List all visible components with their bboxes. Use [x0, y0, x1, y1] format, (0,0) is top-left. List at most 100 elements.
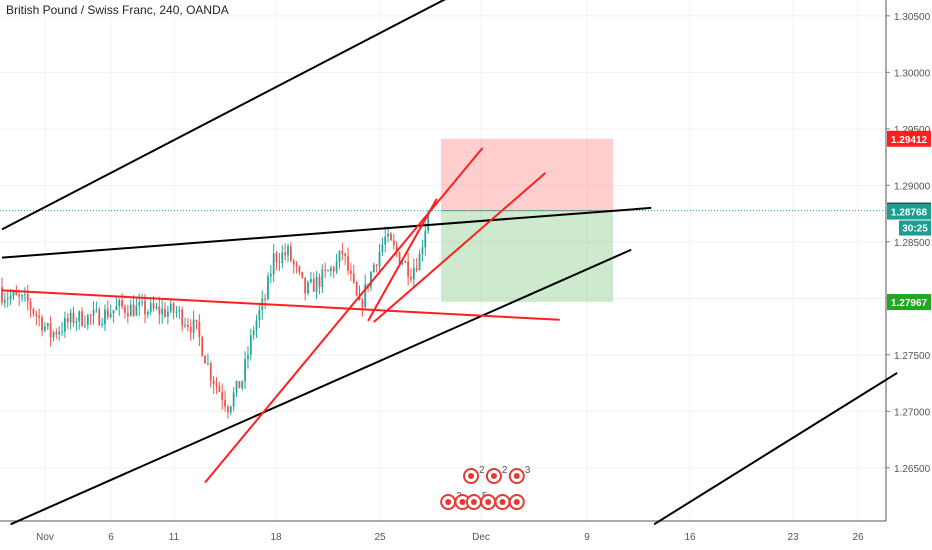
- candle-body: [215, 383, 218, 386]
- candle-body: [370, 272, 372, 288]
- candle-body: [384, 236, 387, 245]
- candle-body: [267, 276, 269, 300]
- y-tick-label: 1.30500: [894, 12, 931, 23]
- event-icon-dot: [468, 473, 475, 479]
- candle-body: [304, 277, 307, 294]
- candle-body: [252, 330, 255, 336]
- candle-body: [249, 335, 252, 355]
- event-count-label: 2: [479, 465, 485, 476]
- candle-body: [235, 381, 238, 393]
- candle-body: [149, 303, 152, 312]
- candle-body: [9, 295, 12, 299]
- candle-body: [1, 287, 3, 303]
- price-label-badge: [887, 130, 931, 147]
- candle-body: [378, 252, 381, 267]
- event-icon-dot: [499, 499, 506, 505]
- candle-body: [95, 309, 98, 311]
- candle-body: [281, 252, 284, 263]
- candle-body: [178, 309, 181, 312]
- candle-body: [275, 253, 278, 263]
- candle-body: [109, 313, 112, 318]
- trendline: [1, 289, 560, 321]
- candle-body: [289, 246, 292, 261]
- candle-body: [407, 261, 410, 277]
- candle-body: [301, 271, 304, 278]
- candle-body: [401, 262, 404, 264]
- candle-body: [338, 250, 341, 263]
- candle-body: [98, 309, 101, 326]
- candle-body: [164, 308, 166, 317]
- countdown-badge: [899, 220, 931, 236]
- x-tick-label: 26: [852, 532, 864, 543]
- candle-body: [330, 267, 332, 271]
- candle-body: [86, 315, 89, 326]
- candle-body: [38, 315, 41, 318]
- x-tick-label: 6: [108, 532, 114, 543]
- candle-body: [26, 294, 29, 302]
- candle-body: [395, 245, 398, 253]
- event-icon-dot: [470, 499, 477, 505]
- y-tick-label: 1.26500: [894, 464, 931, 475]
- candle-body: [135, 305, 138, 316]
- candle-body: [32, 309, 35, 314]
- candle-body: [49, 323, 52, 338]
- candle-body: [84, 325, 86, 327]
- candle-body: [118, 300, 121, 307]
- candle-body: [52, 332, 55, 338]
- stop-loss-zone: [441, 138, 613, 211]
- y-tick-label: 1.30000: [894, 68, 931, 79]
- trendline: [1, 206, 652, 259]
- candle-body: [287, 246, 289, 256]
- candle-body: [141, 301, 144, 303]
- economic-event-icon: [454, 494, 471, 510]
- candle-body: [387, 233, 389, 237]
- price-label-text: 1.28768: [891, 208, 928, 219]
- y-tick-label: 1.27500: [894, 351, 931, 362]
- candle-body: [332, 267, 335, 272]
- trendline: [204, 147, 484, 484]
- price-label-text: 1.27967: [891, 298, 928, 309]
- candle-body: [46, 323, 49, 327]
- candle-body: [392, 240, 395, 246]
- candle-body: [352, 273, 355, 283]
- candle-body: [415, 268, 418, 271]
- candle-body: [61, 331, 63, 333]
- candle-body: [381, 244, 384, 253]
- price-label-badge: [887, 294, 931, 311]
- x-tick-label: 9: [584, 532, 590, 543]
- candle-body: [344, 253, 347, 256]
- candle-body: [15, 292, 18, 296]
- candle-body: [238, 381, 241, 389]
- candle-body: [64, 318, 66, 332]
- chart-title: British Pound / Swiss Franc, 240, OANDA: [6, 3, 229, 17]
- take-profit-zone: [441, 210, 613, 303]
- candle-body: [410, 276, 412, 280]
- candle-body: [124, 306, 126, 313]
- candle-body: [404, 261, 407, 263]
- candle-body: [312, 278, 315, 292]
- candle-body: [138, 302, 141, 306]
- x-tick-label: 23: [787, 532, 799, 543]
- candle-body: [184, 325, 186, 327]
- x-tick-label: Nov: [36, 532, 54, 543]
- candle-body: [324, 269, 327, 271]
- candle-body: [161, 308, 164, 315]
- trendline: [653, 372, 898, 526]
- candle-body: [132, 304, 135, 316]
- candle-body: [255, 320, 258, 331]
- candle-body: [155, 306, 158, 309]
- candle-body: [224, 400, 226, 407]
- candle-body: [247, 354, 249, 360]
- candle-body: [244, 359, 246, 382]
- candle-body: [221, 391, 224, 401]
- candle-body: [315, 276, 318, 292]
- candle-body: [172, 303, 175, 313]
- trendline: [373, 172, 547, 323]
- candle-body: [418, 253, 421, 271]
- event-icon-dot: [490, 473, 497, 479]
- candle-body: [335, 262, 338, 272]
- candle-body: [55, 332, 58, 335]
- candle-body: [355, 282, 358, 296]
- candle-body: [146, 311, 149, 315]
